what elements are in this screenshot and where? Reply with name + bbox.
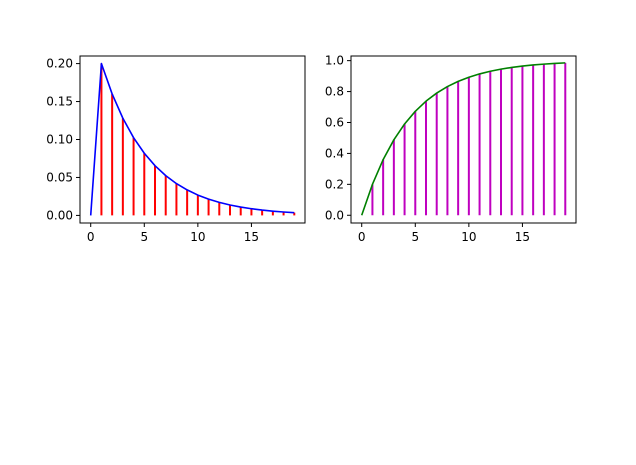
y-tick-label-1-1: 0.05 [46, 170, 73, 184]
x-tick-label-2-10: 10 [461, 230, 476, 244]
y-tick-label-2-2: 0.4 [325, 146, 344, 160]
axes-frame-2 [350, 55, 577, 224]
y-tick-label-1-2: 0.10 [46, 133, 73, 147]
y-tick-label-2-0: 0.0 [325, 208, 344, 222]
x-tick-label-2-15: 15 [515, 230, 530, 244]
y-tick-label-1-3: 0.15 [46, 95, 73, 109]
x-tick-label-1-15: 15 [244, 230, 259, 244]
series-line-2 [360, 62, 566, 216]
y-tick-label-2-4: 0.8 [325, 85, 344, 99]
x-tick-label-1-0: 0 [87, 230, 95, 244]
x-tick-label-2-5: 5 [411, 230, 419, 244]
y-tick-label-2-3: 0.6 [325, 115, 344, 129]
y-tick-label-1-4: 0.20 [46, 57, 73, 71]
y-tick-label-2-1: 0.2 [325, 177, 344, 191]
x-tick-label-2-0: 0 [358, 230, 366, 244]
axes-frame-1 [79, 55, 306, 224]
series-line-1 [89, 62, 295, 216]
chart-2: 0 5 10 15 0.0 0.2 0.4 0.6 0.8 1.0 [325, 54, 577, 244]
y-tick-label-2-5: 1.0 [325, 54, 344, 68]
y-tick-label-1-0: 0.00 [46, 208, 73, 222]
x-tick-label-1-10: 10 [190, 230, 205, 244]
x-tick-label-1-5: 5 [140, 230, 148, 244]
chart-1: 0 5 10 15 0.00 0.05 0.10 0.15 0.20 [46, 55, 306, 244]
